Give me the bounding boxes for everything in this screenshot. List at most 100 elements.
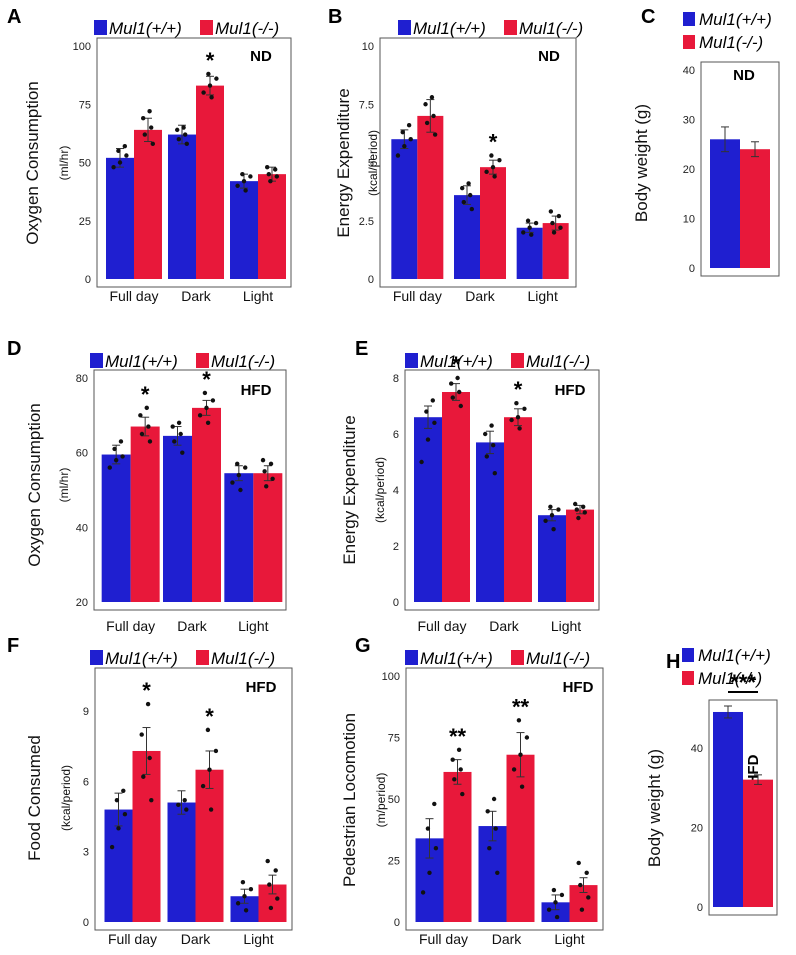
data-point [408,137,413,142]
legend: Mul1(+/+) Mul1(-/-) [683,10,772,52]
data-point [460,185,465,191]
legend: Mul1(+/+) Mul1(-/-) [405,649,590,668]
bar-wt-0 [710,139,740,268]
x-category-label: Dark [489,618,520,634]
data-point [114,797,120,803]
legend-swatch-ko [511,353,524,368]
data-point [425,826,431,831]
legend-label-wt: Mul1(+/+) [699,10,772,29]
data-point [450,757,455,762]
data-point [267,882,272,887]
data-point [240,171,245,177]
data-point [270,476,275,481]
data-point [492,471,497,476]
bar-wt-1 [163,435,192,602]
bar-wt-0 [414,417,442,602]
y-axis-unit: (kcal/period) [373,457,387,523]
panel-e: E Mul1(+/+) Mul1(-/-) 0 2 4 6 8 Energy Expenditu… [340,338,600,634]
data-point [551,887,557,893]
significance-marker: * [206,48,215,73]
panel-letter: A [7,6,21,28]
data-point [584,870,589,875]
y-tick-label: 8 [393,373,399,385]
significance-marker: ** [512,694,530,719]
data-point [402,143,407,149]
data-point [176,420,182,425]
data-point [543,518,548,523]
legend-label-ko: Mul1(-/-) [698,669,762,688]
bar-ko-1 [196,85,224,279]
y-axis-unit: (kcal/period) [59,765,73,831]
bar-ko-1 [506,754,535,922]
data-point [529,232,534,237]
y-tick-label: 20 [76,597,88,609]
data-point [458,767,463,772]
data-point [184,807,189,812]
x-category-label: Full day [417,618,466,634]
y-tick-label: 50 [388,794,400,806]
diet-label: ND [538,48,560,65]
data-point [243,908,249,913]
y-tick-label: 80 [76,373,88,385]
data-point [524,735,530,740]
data-point [517,426,522,431]
y-tick-label: 2 [393,541,399,553]
data-point [107,465,112,470]
y-axis-label-group: Oxygen Consumption [25,403,44,566]
bar-wt-1 [478,826,507,922]
data-point [113,457,119,463]
legend-label-ko: Mul1(-/-) [526,649,590,668]
data-point [424,120,430,126]
x-category-label: Light [551,618,581,634]
plot-frame [94,667,293,931]
data-point [574,507,579,512]
bar-ko-2 [253,473,283,602]
data-point [141,774,146,779]
y-tick-label: 7.5 [359,99,374,111]
y-unit-group: (ml/hr) [57,468,71,503]
legend-swatch-wt [405,650,418,665]
data-point [111,164,116,170]
data-point [260,457,266,463]
data-point [207,767,212,772]
data-point [265,858,270,864]
legend: Mul1(+/+) Mul1(-/-) [682,646,771,688]
data-point [458,403,463,409]
y-axis-label: Food Consumed [25,735,44,861]
y-axis-label: Body weight (g) [645,749,664,867]
y-tick-label: 6 [83,776,89,788]
data-point [484,169,489,175]
data-point [201,90,206,95]
data-point [214,76,219,81]
y-unit-group: (kcal/period) [373,457,387,523]
data-point [491,443,496,448]
y-unit-group: (kcal/period) [59,765,73,831]
data-point [548,504,553,509]
y-axis-unit: (m/period) [374,773,388,828]
significance-marker: * [514,377,523,402]
y-tick-label: 10 [683,214,695,226]
significance-marker: ** [449,724,467,749]
legend-label-ko: Mul1(-/-) [699,33,763,52]
data-point [450,395,455,400]
data-point [180,450,185,455]
panel-f: F Mul1(+/+) Mul1(-/-) 0 3 6 9 Food Consumed (kca… [7,635,293,947]
data-point [265,164,270,170]
data-point [109,844,115,850]
data-point [266,171,271,177]
data-point [516,718,522,723]
x-category-label: Full day [419,931,468,947]
y-axis-label: Oxygen Consumption [23,81,42,244]
significance-marker: * [205,704,214,729]
data-point [495,870,500,875]
data-point [197,413,203,418]
y-tick-label: 6 [393,429,399,441]
data-point [147,439,153,444]
data-point [145,701,151,707]
data-point [213,748,219,754]
y-unit-group: (m/period) [374,773,388,828]
bar-ko-0 [443,771,472,922]
bar-wt-0 [713,711,743,907]
bar-ko-0 [130,426,160,602]
